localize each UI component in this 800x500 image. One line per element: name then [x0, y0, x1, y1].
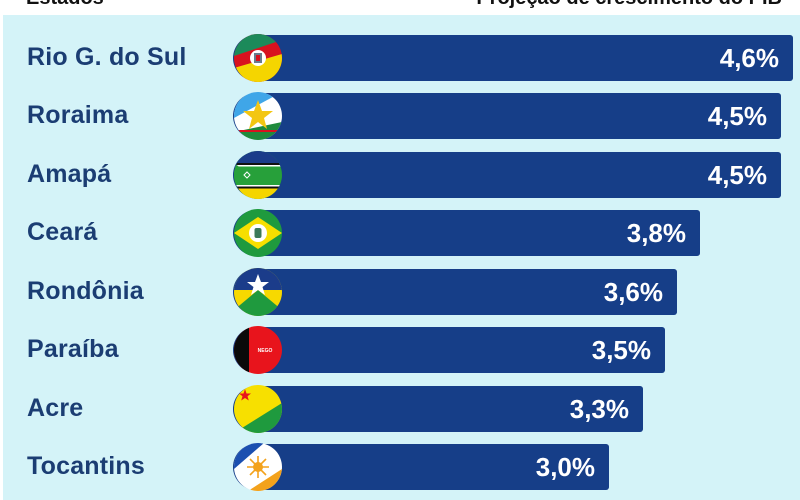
value-label: 3,0% [535, 452, 595, 482]
bar: 3,6% [233, 269, 677, 315]
bar: 4,5% [233, 93, 781, 139]
state-label: Acre [27, 394, 84, 422]
value-label: 3,5% [591, 335, 651, 365]
state-label: Ceará [27, 218, 98, 246]
ceara-flag-icon [234, 209, 282, 257]
value-label: 3,8% [626, 218, 686, 248]
value-label: 4,6% [719, 43, 779, 73]
value-label: 3,3% [569, 394, 629, 424]
state-label: Paraíba [27, 335, 119, 363]
tocantins-flag-icon [234, 443, 282, 491]
header: Estados Projeção de crescimento do PIB [0, 0, 800, 13]
roraima-flag-icon [234, 92, 282, 140]
state-label: Tocantins [27, 452, 146, 480]
bar: 3,5% [233, 327, 665, 373]
paraiba-flag-icon: NEGO [234, 326, 282, 374]
value-label: 4,5% [707, 160, 767, 190]
bar: 4,5% [233, 152, 781, 198]
svg-text:NEGO: NEGO [258, 348, 273, 354]
rondonia-flag-icon [234, 268, 282, 316]
rio-grande-do-sul-flag-icon [234, 34, 282, 82]
chart-panel: Rio G. do Sul 4,6% Roraima 4,5% [3, 15, 800, 500]
acre-flag-icon [234, 385, 282, 433]
state-label: Roraima [27, 101, 129, 129]
value-label: 4,5% [707, 101, 767, 131]
bar: 3,3% [233, 386, 643, 432]
value-label: 3,6% [603, 277, 663, 307]
state-label: Rondônia [27, 277, 144, 305]
state-label: Rio G. do Sul [27, 43, 187, 71]
amapa-flag-icon [234, 151, 282, 199]
bar: 3,8% [233, 210, 700, 256]
bar: 3,0% [233, 444, 609, 490]
column-header-states: Estados [26, 0, 104, 10]
bar: 4,6% [233, 35, 793, 81]
column-header-gdp-projection: Projeção de crescimento do PIB [476, 0, 782, 10]
state-label: Amapá [27, 160, 112, 188]
